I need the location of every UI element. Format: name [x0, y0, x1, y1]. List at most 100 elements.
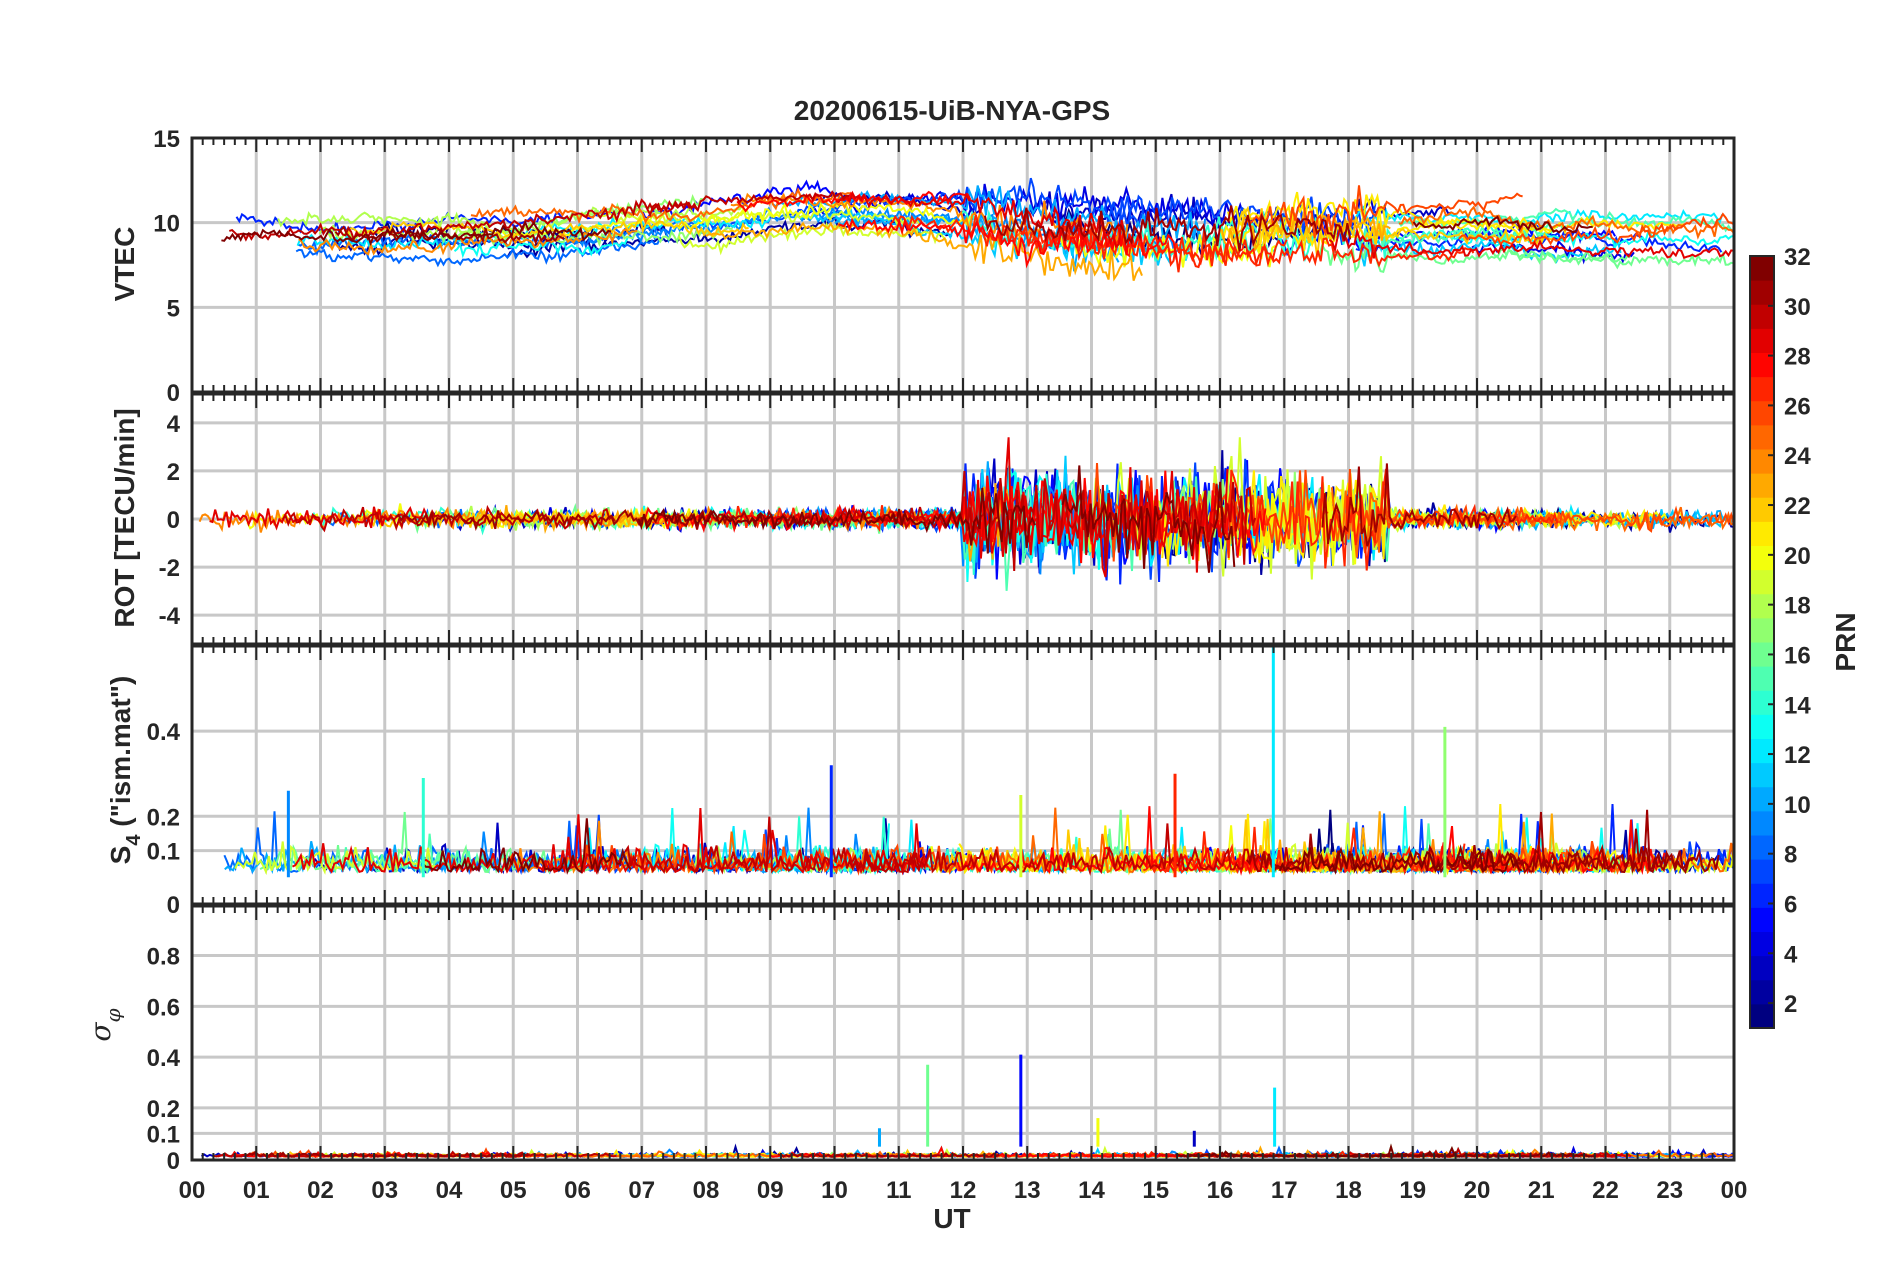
x-axis-label: UT	[933, 1203, 970, 1234]
sigma-phi-y-label-main: σ	[84, 1022, 117, 1042]
colorbar-segment	[1750, 376, 1774, 402]
rot-series-prn-18	[459, 505, 787, 533]
colorbar-segment	[1750, 714, 1774, 739]
colorbar-segment	[1750, 835, 1774, 860]
vtec-series-prn-31	[983, 205, 1352, 252]
vtec-series-prn-12	[1354, 204, 1724, 232]
colorbar-tick-label: 10	[1784, 792, 1811, 819]
colorbar-segment	[1750, 593, 1774, 619]
vtec-series-prn-23	[705, 221, 1143, 282]
sigma_phi-ytick-label: 0.4	[147, 1045, 181, 1072]
colorbar-segment	[1750, 738, 1774, 764]
colorbar-tick-label: 24	[1784, 443, 1811, 470]
vtec-series-prn-5	[1259, 217, 1616, 257]
colorbar-tick-label: 30	[1784, 294, 1811, 321]
colorbar-tick-label: 12	[1784, 742, 1811, 769]
sigma_phi-ytick-label: 0.6	[147, 994, 180, 1021]
colorbar-segment	[1750, 497, 1774, 522]
x-tick-label: 19	[1399, 1177, 1426, 1204]
s4-y-label-main: S	[105, 846, 136, 865]
sigma_phi-axes-box	[190, 904, 1736, 1162]
colorbar-segment	[1750, 810, 1774, 836]
colorbar-tick-label: 16	[1784, 642, 1811, 669]
vtec-series-prn-28	[736, 190, 972, 213]
vtec-ytick-label: 5	[167, 295, 180, 322]
vtec-series-prn-13	[453, 237, 629, 259]
x-tick-label: 13	[1014, 1177, 1041, 1204]
vtec-series-prn-20	[1059, 234, 1276, 268]
panel-rot: -4 -2 0 2 4	[159, 392, 1736, 646]
x-tick-label: 21	[1528, 1177, 1555, 1204]
rot-series-prn-32	[637, 487, 1036, 554]
x-tick-label: 02	[307, 1177, 334, 1204]
s4-y-label-rest: ("ism.mat")	[105, 676, 136, 835]
colorbar-tick-label: 28	[1784, 344, 1811, 371]
x-tick-label: 14	[1078, 1177, 1105, 1204]
x-tick-label: 09	[757, 1177, 784, 1204]
colorbar-segment	[1750, 256, 1774, 281]
colorbar-tick-label: 6	[1784, 891, 1797, 918]
colorbar-segment	[1750, 280, 1774, 305]
rot-ytick-label: 2	[167, 459, 180, 486]
s4-series-prn-30	[849, 823, 1301, 876]
colorbar-segment	[1750, 690, 1774, 715]
colorbar-segment	[1750, 569, 1774, 595]
rot-series-prn-25	[1492, 506, 1735, 533]
rot-series-prn-31	[1321, 463, 1517, 547]
vtec-series-prn-30	[229, 198, 698, 242]
rot-series-prn-31	[395, 508, 811, 531]
panel-sigma_phi: 00.10.2 0.4 0.6 0.8	[147, 904, 1736, 1175]
x-tick-label: 22	[1592, 1177, 1619, 1204]
rot-ytick-label: -4	[159, 603, 181, 630]
colorbar-segment	[1750, 328, 1774, 353]
colorbar-segment	[1750, 617, 1774, 643]
colorbar-tick-label: 2	[1784, 991, 1797, 1018]
s4-ytick-label: 0.2	[147, 804, 180, 831]
vtec-series-prn-22	[344, 216, 749, 241]
rot-ytick-label: 0	[167, 507, 180, 534]
colorbar-tick-label: 4	[1784, 941, 1798, 968]
colorbar-segment	[1750, 762, 1774, 788]
vtec-series-prn-11	[1358, 237, 1622, 267]
panel-s4: 0 0.1 0.2 0.4	[147, 644, 1736, 919]
s4-y-label: S4 ("ism.mat")	[105, 676, 145, 865]
x-tick-label: 05	[500, 1177, 527, 1204]
rot-y-label: ROT [TECU/min]	[109, 408, 140, 627]
vtec-series-prn-27	[889, 214, 1288, 273]
vtec-series-prn-26	[1244, 185, 1523, 239]
vtec-series-prn-29	[1328, 225, 1735, 260]
x-tick-label: 00	[179, 1177, 206, 1204]
colorbar-tick-label: 20	[1784, 543, 1811, 570]
x-tick-label: 06	[564, 1177, 591, 1204]
colorbar-segment	[1750, 521, 1774, 546]
rot-ytick-label: -2	[159, 555, 180, 582]
chart-title: 20200615-UiB-NYA-GPS	[794, 95, 1110, 126]
sigma_phi-ytick-label: 0.8	[147, 944, 180, 971]
vtec-series-prn-26	[1458, 212, 1735, 246]
vtec-series-prn-16	[1491, 247, 1735, 270]
sigma_phi-ytick-label: 0.1	[147, 1121, 180, 1148]
vtec-series-prn-32	[1412, 215, 1593, 234]
colorbar-tick-label: 14	[1784, 692, 1811, 719]
colorbar-tick-label: 18	[1784, 593, 1811, 620]
panels: 051015-4-202400.10.20.400.10.20.40.60.80…	[147, 126, 1748, 1204]
x-tick-label: 07	[628, 1177, 655, 1204]
vtec-series-prn-22	[1230, 205, 1553, 258]
vtec-axes-box	[190, 136, 1736, 394]
s4-ytick-label: 0.4	[147, 719, 181, 746]
rot-ytick-label: 4	[167, 411, 181, 438]
vtec-series-prn-32	[221, 220, 612, 247]
s4-series-prn-29	[292, 836, 603, 875]
s4-y-label-sub: 4	[123, 834, 145, 846]
colorbar-segment	[1750, 304, 1774, 329]
colorbar-segment	[1750, 1003, 1774, 1029]
x-tick-label: 01	[243, 1177, 270, 1204]
colorbar-tick-label: 22	[1784, 493, 1811, 520]
s4-ytick-label: 0	[167, 892, 180, 919]
colorbar-tick-label: 32	[1784, 244, 1811, 271]
x-tick-label: 10	[821, 1177, 848, 1204]
s4-series-prn-32	[422, 818, 632, 875]
x-tick-label: 04	[436, 1177, 463, 1204]
